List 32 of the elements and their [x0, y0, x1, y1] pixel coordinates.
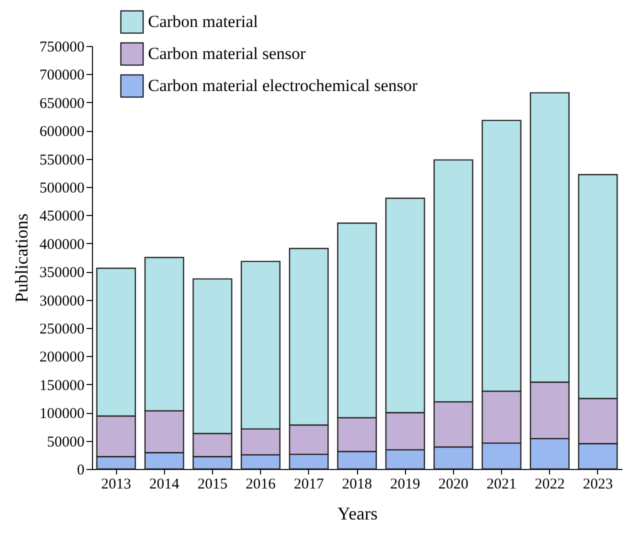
x-tick-label: 2015 — [197, 476, 228, 492]
x-tick-label: 2021 — [486, 476, 517, 492]
y-tick-label: 350000 — [40, 265, 84, 282]
legend-label: Carbon material — [148, 12, 258, 31]
legend-label: Carbon material sensor — [148, 44, 306, 63]
y-tick-label: 600000 — [40, 124, 84, 140]
y-tick-label: 100000 — [40, 406, 84, 422]
x-axis-title: Years — [337, 504, 378, 524]
y-tick-label: 400000 — [40, 236, 84, 253]
y-tick-label: 50000 — [47, 434, 84, 450]
y-tick-label: 550000 — [40, 152, 84, 168]
y-tick-label: 250000 — [40, 322, 84, 338]
x-tick-label: 2013 — [101, 476, 132, 492]
x-tick-label: 2014 — [149, 476, 180, 492]
y-tick-label: 650000 — [40, 96, 84, 112]
y-tick-label: 200000 — [40, 350, 84, 366]
x-tick-label: 2022 — [534, 476, 565, 492]
x-tick-label: 2018 — [342, 476, 372, 492]
y-tick-label: 300000 — [40, 293, 84, 310]
y-tick-label: 150000 — [40, 378, 84, 394]
legend-label: Carbon material electrochemical sensor — [148, 76, 418, 95]
y-tick-label: 0 — [77, 462, 84, 478]
x-tick-label: 2016 — [246, 476, 276, 492]
y-tick-label: 700000 — [40, 68, 84, 84]
y-tick-label: 500000 — [40, 180, 84, 196]
x-tick-label: 2023 — [582, 476, 613, 492]
y-axis-title: Publications — [12, 214, 32, 302]
y-tick-label: 450000 — [40, 208, 84, 225]
y-tick-label: 750000 — [40, 40, 84, 56]
x-tick-label: 2019 — [390, 476, 420, 492]
x-tick-label: 2020 — [438, 476, 468, 492]
x-tick-label: 2017 — [294, 476, 324, 492]
